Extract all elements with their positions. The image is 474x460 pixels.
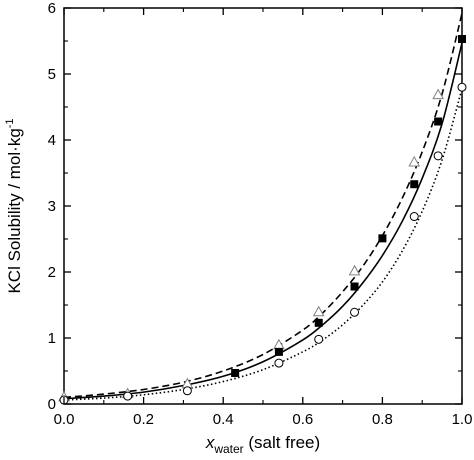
point-triangle bbox=[312, 305, 325, 317]
point-circle bbox=[314, 334, 324, 344]
y-tick-label: 1 bbox=[48, 330, 56, 347]
axis-ticks bbox=[63, 7, 463, 405]
point-circle bbox=[274, 358, 284, 368]
fit-curve-dotted bbox=[63, 88, 463, 401]
point-circle bbox=[182, 386, 192, 396]
point-square bbox=[378, 234, 387, 243]
data-points bbox=[58, 35, 467, 405]
y-tick-label: 3 bbox=[48, 198, 56, 215]
point-circle bbox=[457, 82, 467, 92]
x-axis-title-suffix: (salt free) bbox=[244, 433, 321, 452]
x-tick-label: 0.6 bbox=[292, 411, 313, 428]
tick-labels: 0.0 0.2 0.4 0.6 0.8 1.0 0 1 2 3 4 5 6 bbox=[48, 0, 473, 428]
x-axis-title: xwater (salt free) bbox=[205, 433, 320, 456]
point-triangle bbox=[408, 155, 421, 167]
y-tick-label: 4 bbox=[48, 132, 56, 149]
x-tick-label: 0.8 bbox=[372, 411, 393, 428]
fit-curve-solid bbox=[63, 42, 463, 400]
plot-frame bbox=[63, 7, 463, 405]
point-square bbox=[434, 117, 443, 126]
y-tick-label: 0 bbox=[48, 396, 56, 413]
point-square bbox=[410, 180, 419, 189]
point-circle bbox=[409, 212, 419, 222]
point-triangle bbox=[348, 264, 361, 276]
point-square bbox=[231, 368, 240, 377]
y-tick-label: 5 bbox=[48, 66, 56, 83]
y-axis-title-sup: -1 bbox=[4, 118, 16, 128]
x-tick-label: 0.2 bbox=[133, 411, 154, 428]
point-square bbox=[458, 35, 466, 44]
fit-curves bbox=[63, 13, 463, 401]
x-tick-label: 0.4 bbox=[213, 411, 234, 428]
y-tick-label: 6 bbox=[48, 0, 56, 17]
point-square bbox=[350, 282, 359, 291]
x-tick-label: 0.0 bbox=[54, 411, 75, 428]
y-axis-title-main: KCl Solubility / mol·kg bbox=[5, 128, 24, 293]
point-circle bbox=[433, 151, 443, 161]
point-square bbox=[274, 347, 283, 356]
point-circle bbox=[123, 391, 133, 401]
x-axis-title-sub: water bbox=[213, 442, 243, 456]
y-axis-title: KCl Solubility / mol·kg-1 bbox=[4, 118, 24, 293]
point-square bbox=[314, 318, 323, 327]
x-tick-label: 1.0 bbox=[452, 411, 473, 428]
x-axis-title-var: x bbox=[205, 433, 215, 452]
point-triangle bbox=[432, 88, 444, 100]
y-tick-label: 2 bbox=[48, 264, 56, 281]
fit-curve-dashed bbox=[63, 13, 463, 399]
point-circle bbox=[350, 307, 360, 317]
